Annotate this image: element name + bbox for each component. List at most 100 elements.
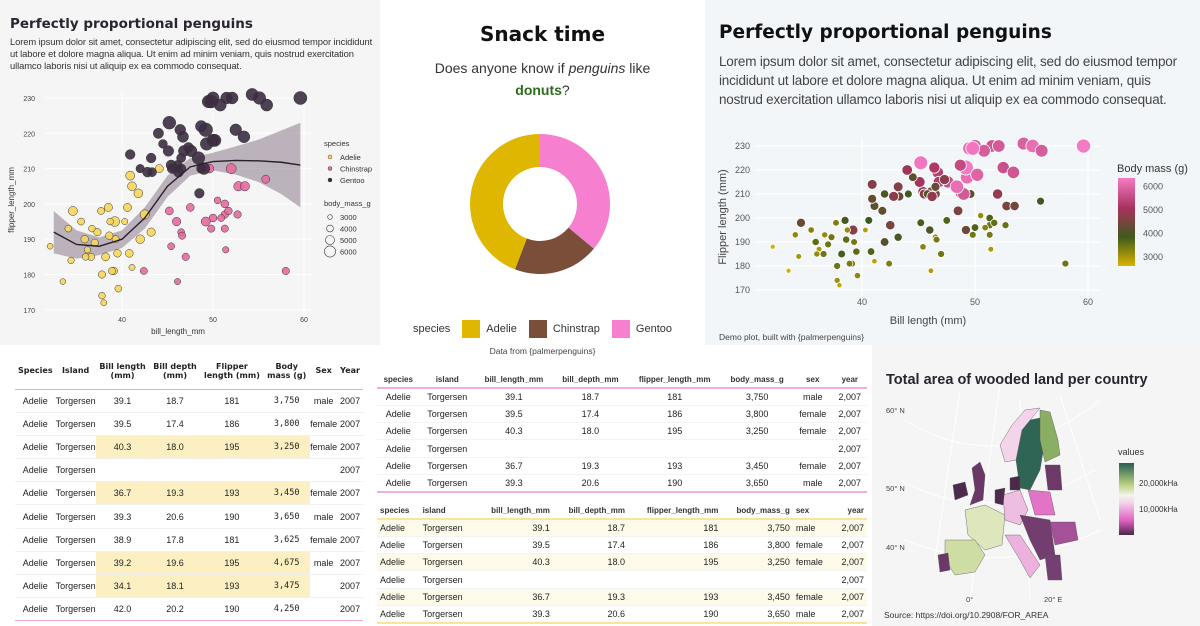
table-row: Adelie Torgersen 36.7 19.3 193 3,450 female 200…	[15, 481, 363, 506]
data-point	[913, 155, 929, 171]
data-point-chinstrap	[174, 278, 181, 285]
legend-tick-label: 6000	[1143, 182, 1163, 192]
color-bar	[1118, 178, 1135, 266]
column-header[interactable]: body_mass_g	[721, 371, 793, 389]
column-header[interactable]: bill_length_mm	[474, 371, 553, 389]
table-cell: 195	[628, 553, 722, 572]
column-header[interactable]: Island	[55, 353, 96, 390]
data-point	[880, 189, 890, 199]
table-cell: Adelie	[377, 553, 420, 572]
data-point-gentoo	[146, 152, 157, 164]
column-header[interactable]: species	[377, 502, 420, 520]
data-point	[927, 267, 935, 275]
column-header[interactable]: species	[377, 371, 420, 389]
penguins-table-styled: Species Island Bill length (mm) Bill depth …	[15, 353, 363, 622]
table-cell: Torgersen	[55, 435, 96, 460]
data-point-gentoo	[162, 116, 177, 130]
table-cell: 18.7	[552, 519, 629, 537]
data-point-chinstrap	[239, 181, 250, 192]
data-point-adelie	[97, 207, 105, 215]
column-header[interactable]: Body mass (g)	[263, 353, 311, 390]
y-tick-label: 170	[23, 308, 35, 315]
data-point	[796, 217, 806, 228]
country-region	[1044, 554, 1063, 581]
column-header[interactable]: Species	[15, 353, 56, 390]
column-header[interactable]: body_mass_g	[721, 502, 793, 520]
graticule-line	[934, 389, 961, 561]
column-header[interactable]: Bill length (mm)	[95, 353, 150, 390]
graticule-line	[904, 399, 1101, 447]
latitude-label: 50° N	[886, 484, 905, 493]
data-point-chinstrap	[208, 213, 218, 223]
column-header[interactable]: bill_depth_mm	[552, 371, 629, 389]
data-source: Data from {palmerpenguins}	[489, 346, 596, 356]
data-point-chinstrap	[217, 214, 225, 222]
table-cell: 186	[200, 412, 264, 436]
table-cell: Torgersen	[55, 504, 96, 529]
table-cell: Torgersen	[419, 405, 475, 424]
column-header[interactable]: Bill depth (mm)	[149, 353, 201, 390]
table-cell: Adelie	[377, 519, 420, 537]
table-row: Adelie Torgersen 42.0 20.2 190 4,250 2007	[15, 597, 363, 622]
table-cell: 2,007	[832, 405, 867, 424]
table-cell: 39.5	[95, 412, 150, 436]
table-header: species island bill_length_mm bill_depth_mm…	[377, 371, 867, 389]
legend-tick-label: 20,000kHa	[1139, 479, 1178, 488]
table-cell: Torgersen	[419, 388, 475, 406]
column-header[interactable]: bill_depth_mm	[552, 502, 629, 520]
column-header[interactable]: Year	[337, 353, 363, 390]
column-header[interactable]: sex	[792, 371, 833, 389]
data-point	[785, 267, 792, 274]
column-header[interactable]: year	[832, 371, 867, 389]
table-cell: 39.3	[95, 504, 150, 529]
data-point	[932, 235, 941, 244]
column-header[interactable]: island	[419, 502, 475, 520]
data-point	[864, 216, 874, 225]
data-point	[852, 247, 861, 256]
data-point-chinstrap	[181, 252, 190, 261]
table-cell: 2007	[337, 435, 363, 460]
graticule-line	[899, 469, 1096, 504]
question-text: like	[625, 60, 651, 76]
table-cell: 4,250	[263, 597, 311, 622]
table-cell: Torgersen	[419, 605, 475, 624]
column-header[interactable]: flipper_length_mm	[628, 502, 722, 520]
column-header[interactable]: bill_length_mm	[474, 502, 553, 520]
legend-title: Body mass (g)	[1117, 163, 1188, 175]
table-cell	[628, 570, 722, 589]
table-cell: 17.4	[552, 536, 629, 555]
data-point	[903, 189, 913, 199]
table-cell: 40.3	[474, 553, 553, 572]
data-point	[985, 230, 994, 239]
x-tick-label: 60	[1083, 297, 1093, 307]
table-cell: 3,475	[263, 574, 311, 599]
table-cell: female	[792, 405, 833, 424]
data-point-chinstrap	[207, 224, 216, 233]
column-header[interactable]: sex	[792, 502, 833, 520]
table-cell: 39.3	[474, 474, 553, 493]
x-axis-label: bill_length_mm	[151, 327, 205, 336]
table-cell: 17.4	[552, 405, 629, 424]
data-point	[1001, 221, 1010, 230]
table-cell: 2007	[337, 551, 363, 576]
country-region	[1009, 475, 1021, 491]
table-cell: 34.1	[95, 574, 150, 599]
data-point-adelie	[125, 170, 135, 181]
y-axis-label: flipper_length_mm	[7, 167, 16, 233]
data-point	[992, 139, 1006, 153]
column-header[interactable]: year	[832, 502, 867, 520]
confidence-band	[53, 122, 301, 259]
data-point	[1076, 138, 1091, 154]
table-cell: Adelie	[377, 588, 420, 606]
table-cell: 19.3	[552, 588, 629, 606]
table-row: Adelie Torgersen 2,007	[377, 570, 867, 589]
column-header[interactable]: island	[419, 371, 475, 389]
column-header[interactable]: Sex	[310, 353, 338, 390]
data-point	[885, 220, 896, 231]
table-row: Adelie Torgersen 2,007	[377, 439, 867, 458]
country-region	[1027, 489, 1056, 516]
y-tick-label: 180	[735, 261, 750, 271]
x-tick-label: 40	[857, 297, 867, 307]
column-header[interactable]: flipper_length_mm	[628, 371, 722, 389]
column-header[interactable]: Flipper length (mm)	[200, 353, 264, 390]
